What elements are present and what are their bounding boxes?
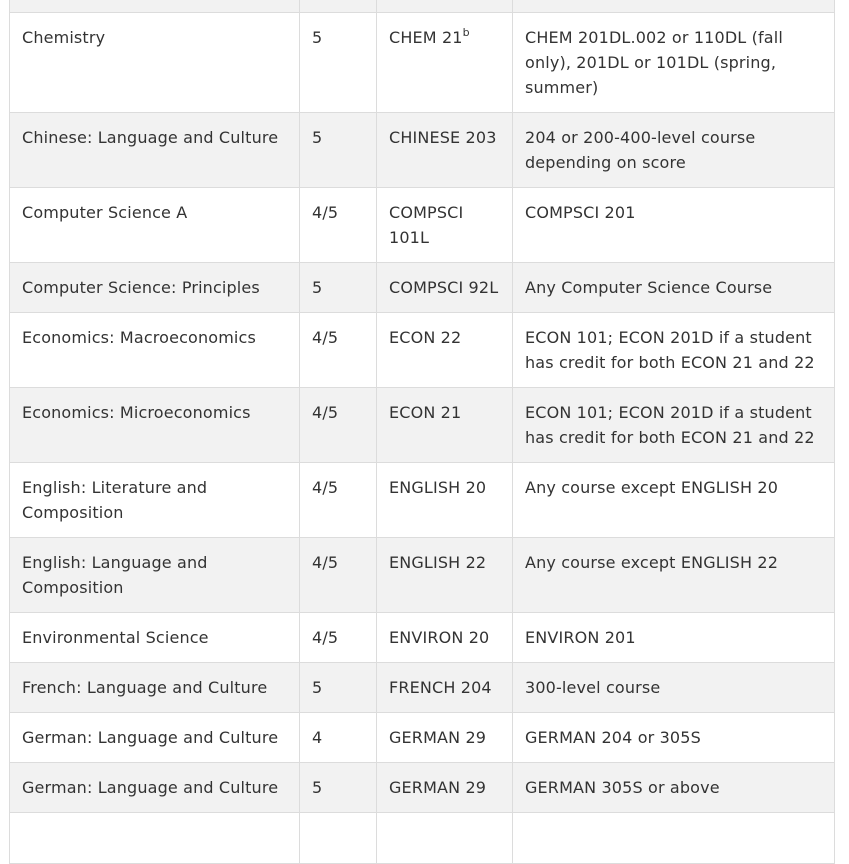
table-row: Environmental Science 4/5 ENVIRON 20 ENV… [9,612,835,663]
exam-cell: German: Language and Culture [9,762,300,813]
score-cell: 5 [299,762,377,813]
course-cell: ENGLISH 20 [376,462,513,538]
table-row: French: Language and Culture 5 FRENCH 20… [9,662,835,713]
table-row: Chinese: Language and Culture 5 CHINESE … [9,112,835,188]
credit-cell: ENVIRON 201 [512,612,835,663]
ap-credit-table-container: Chemistry 5 CHEM 21b CHEM 201DL.002 or 1… [9,0,835,864]
score-cell: 4/5 [299,312,377,388]
score-cell: 5 [299,12,377,113]
exam-cell: Environmental Science [9,612,300,663]
footnote-marker: b [462,25,470,39]
exam-cell: French: Language and Culture [9,662,300,713]
table-row [9,0,835,13]
table-row: German: Language and Culture 5 GERMAN 29… [9,762,835,813]
credit-cell: Any course except ENGLISH 22 [512,537,835,613]
exam-cell: Computer Science A [9,187,300,263]
credit-cell: 204 or 200-400-level course depending on… [512,112,835,188]
course-cell: CHEM 21b [376,12,513,113]
credit-cell: GERMAN 305S or above [512,762,835,813]
exam-cell [9,0,300,13]
score-cell [299,0,377,13]
score-cell: 4/5 [299,612,377,663]
score-cell: 4 [299,712,377,763]
score-cell: 4/5 [299,187,377,263]
table-row: Computer Science A 4/5 COMPSCI 101L COMPS… [9,187,835,263]
exam-cell: German: Language and Culture [9,712,300,763]
exam-cell: Chemistry [9,12,300,113]
table-row: German: Language and Culture 4 GERMAN 29… [9,712,835,763]
score-cell: 4/5 [299,387,377,463]
course-cell: GERMAN 29 [376,762,513,813]
course-cell: COMPSCI 92L [376,262,513,313]
course-code: CHEM 21 [389,28,463,47]
table-row: Economics: Microeconomics 4/5 ECON 21 EC… [9,387,835,463]
table-row: English: Language and Composition 4/5 EN… [9,537,835,613]
credit-cell: 300-level course [512,662,835,713]
credit-cell: COMPSCI 201 [512,187,835,263]
credit-cell: Any course except ENGLISH 20 [512,462,835,538]
course-cell: COMPSCI 101L [376,187,513,263]
exam-cell: English: Language and Composition [9,537,300,613]
course-cell: ENGLISH 22 [376,537,513,613]
score-cell: 4/5 [299,462,377,538]
credit-cell: GERMAN 204 or 305S [512,712,835,763]
course-cell: ECON 21 [376,387,513,463]
ap-credit-table: Chemistry 5 CHEM 21b CHEM 201DL.002 or 1… [9,0,835,864]
credit-cell [512,0,835,13]
credit-cell: Any Computer Science Course [512,262,835,313]
exam-cell: Economics: Macroeconomics [9,312,300,388]
exam-cell: Computer Science: Principles [9,262,300,313]
table-row: Computer Science: Principles 5 COMPSCI 9… [9,262,835,313]
table-row: Economics: Macroeconomics 4/5 ECON 22 EC… [9,312,835,388]
score-cell: 5 [299,262,377,313]
credit-cell: CHEM 201DL.002 or 110DL (fall only), 201… [512,12,835,113]
score-cell: 5 [299,662,377,713]
credit-cell [512,812,835,864]
score-cell: 5 [299,112,377,188]
course-code: COMPSCI 101L [389,203,464,247]
credit-cell: ECON 101; ECON 201D if a student has cre… [512,387,835,463]
table-row [9,812,835,864]
table-row: English: Literature and Composition 4/5 … [9,462,835,538]
exam-cell [9,812,300,864]
course-cell [376,0,513,13]
course-cell: FRENCH 204 [376,662,513,713]
score-cell [299,812,377,864]
score-cell: 4/5 [299,537,377,613]
credit-cell: ECON 101; ECON 201D if a student has cre… [512,312,835,388]
exam-cell: English: Literature and Composition [9,462,300,538]
course-cell: CHINESE 203 [376,112,513,188]
exam-cell: Chinese: Language and Culture [9,112,300,188]
course-cell: ECON 22 [376,312,513,388]
course-cell: ENVIRON 20 [376,612,513,663]
course-cell [376,812,513,864]
exam-cell: Economics: Microeconomics [9,387,300,463]
course-cell: GERMAN 29 [376,712,513,763]
table-row: Chemistry 5 CHEM 21b CHEM 201DL.002 or 1… [9,12,835,113]
